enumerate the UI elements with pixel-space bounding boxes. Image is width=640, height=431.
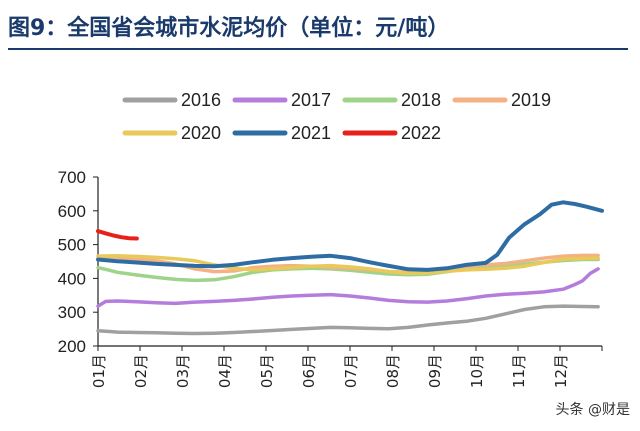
y-tick-label-300: 300 <box>58 303 86 322</box>
x-tick-label-6: 06月 <box>300 354 318 388</box>
x-tick-label-3: 03月 <box>174 354 192 388</box>
x-tick-label-9: 09月 <box>426 354 444 388</box>
x-tick-label-5: 05月 <box>258 354 276 388</box>
legend-label-2022: 2022 <box>401 123 441 143</box>
legend-label-2017: 2017 <box>291 90 331 110</box>
watermark: 头条 @财是 <box>555 402 630 418</box>
y-tick-label-200: 200 <box>58 337 86 356</box>
legend-label-2016: 2016 <box>181 90 221 110</box>
x-tick-label-4: 04月 <box>216 354 234 388</box>
legend-label-2021: 2021 <box>291 123 331 143</box>
x-tick-label-10: 10月 <box>468 354 486 388</box>
y-tick-label-400: 400 <box>58 269 86 288</box>
title-divider <box>8 48 628 50</box>
figure-title: 图9：全国省会城市水泥均价（单位：元/吨） <box>8 16 450 41</box>
y-tick-label-500: 500 <box>58 236 86 255</box>
x-tick-label-8: 08月 <box>384 354 402 388</box>
series-line-2020 <box>96 254 600 276</box>
series-line-2016 <box>96 304 600 336</box>
y-tick-label-600: 600 <box>58 202 86 221</box>
x-tick-label-11: 11月 <box>510 354 528 388</box>
legend-label-2018: 2018 <box>401 90 441 110</box>
legend-label-2020: 2020 <box>181 123 221 143</box>
series-line-2018 <box>96 257 600 283</box>
y-tick-label-700: 700 <box>58 168 86 187</box>
x-tick-label-2: 02月 <box>132 354 150 388</box>
legend-label-2019: 2019 <box>511 90 551 110</box>
series-line-2021 <box>96 200 604 272</box>
x-tick-label-7: 07月 <box>342 354 360 388</box>
x-tick-label-1: 01月 <box>90 354 108 388</box>
series-line-2022 <box>96 229 139 241</box>
series-line-2017 <box>96 267 600 308</box>
x-tick-label-12: 12月 <box>552 354 570 388</box>
